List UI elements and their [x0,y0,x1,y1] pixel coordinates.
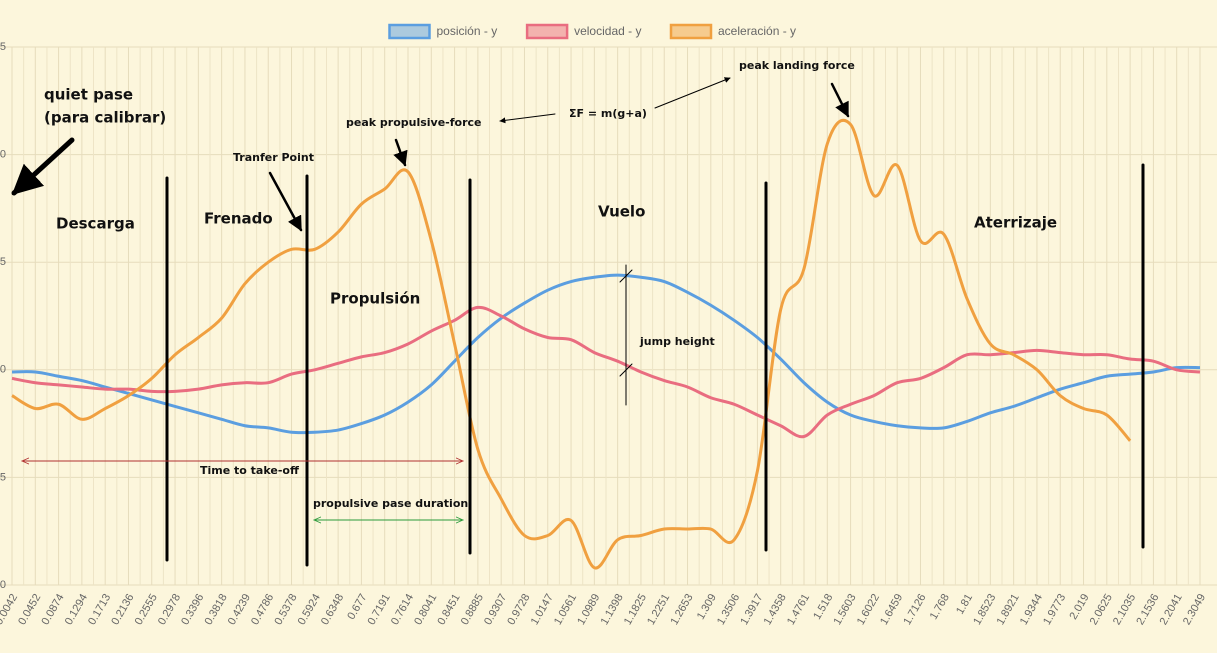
y-tick-label: 0 [0,149,6,161]
y-tick-label: 5 [0,471,6,483]
y-tick-label: 5 [0,41,6,53]
arrow [268,171,303,232]
legend-label: posición - y [437,24,498,38]
x-tick-label: 1.768 [928,592,952,622]
series-line [11,273,1201,435]
arrow [654,77,731,109]
x-tick-label: 1.2653 [668,592,695,627]
annotation: jump height [639,335,715,348]
annotation: Frenado [204,210,273,228]
grid: 5050500.00420.04520.08740.12940.17130.21… [0,41,1217,627]
annotation: Propulsión [330,290,420,308]
x-tick-label: 2.019 [1067,592,1091,622]
series-lines [11,118,1201,570]
legend-swatch [669,23,713,40]
legend-swatch [525,23,569,40]
arrow [830,82,850,118]
annotation: peak propulsive-force [346,116,482,129]
x-tick-label: 2.3049 [1181,592,1208,627]
x-tick-label: 1.309 [695,592,719,622]
x-tick-label: 1.4761 [785,592,812,627]
series-line [11,305,1201,439]
x-tick-label: 1.7126 [901,592,928,627]
legend-label: aceleración - y [718,24,796,38]
annotation: Tranfer Point [233,151,314,164]
x-tick-label: 0.677 [345,592,369,622]
legend-swatch [388,23,431,40]
annotation: Vuelo [598,203,645,221]
annotation: Descarga [56,215,135,233]
x-tick-label: 1.81 [954,592,975,617]
legend: posición - y velocidad - y aceleración - y [388,23,796,40]
annotation: quiet pase [44,86,133,104]
annotation: (para calibrar) [44,109,166,127]
y-tick-label: 0 [0,579,6,591]
arrow [11,137,75,196]
y-tick-label: 0 [0,364,6,376]
tick [619,363,633,377]
annotation: peak landing force [739,59,855,72]
arrow [393,138,408,167]
tick [619,269,633,283]
y-tick-label: 5 [0,256,6,268]
series-line [11,118,1132,570]
x-tick-label: 1.518 [811,592,835,622]
annotation: Time to take-off [200,464,299,477]
x-tick-label: 1.9773 [1041,592,1068,627]
annotations: quiet pase (para calibrar) Descarga Fren… [11,59,1145,567]
x-tick-label: 0.6348 [319,592,346,627]
annotation: ΣF = m(g+a) [569,107,647,120]
arrow [499,113,556,124]
annotation: Aterrizaje [974,214,1057,232]
legend-label: velocidad - y [574,24,641,38]
annotation: propulsive pase duration [313,497,468,510]
